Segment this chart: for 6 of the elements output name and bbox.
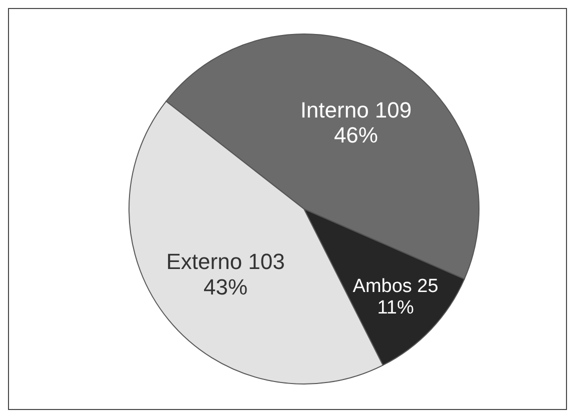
data-label: 11% [377,298,414,319]
slice-label: Interno 109 [300,97,412,122]
slice-label: Externo 103 [166,249,285,274]
slice-label: Ambos 25 [352,276,438,297]
data-label: 43% [204,274,248,300]
data-label: 46% [334,122,378,148]
